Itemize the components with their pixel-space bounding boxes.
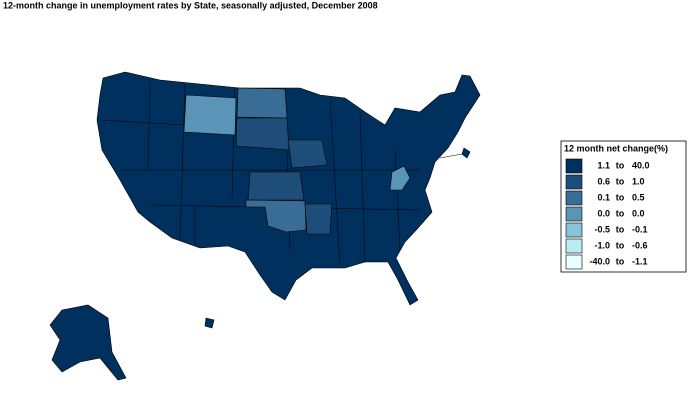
legend-low: -40.0 bbox=[589, 256, 610, 266]
state-sd bbox=[235, 117, 290, 151]
legend: 12 month net change(%) 1.1 to 40.0 0.6 to 1.0… bbox=[560, 140, 687, 273]
state-ia bbox=[287, 139, 328, 169]
legend-high: 40.0 bbox=[632, 160, 650, 170]
legend-to: to bbox=[616, 224, 625, 234]
legend-swatch bbox=[565, 174, 583, 190]
legend-swatch bbox=[565, 206, 583, 222]
state-ak bbox=[49, 304, 127, 381]
legend-high: 1.0 bbox=[632, 176, 645, 186]
legend-to: to bbox=[616, 256, 625, 266]
callout-line bbox=[439, 153, 463, 159]
legend-to: to bbox=[616, 208, 625, 218]
legend-high: 0.0 bbox=[632, 208, 645, 218]
legend-swatch bbox=[565, 158, 583, 174]
legend-to: to bbox=[616, 240, 625, 250]
legend-swatch bbox=[565, 222, 583, 238]
legend-low: 0.6 bbox=[597, 176, 610, 186]
legend-to: to bbox=[616, 176, 625, 186]
us-map bbox=[49, 71, 481, 381]
legend-title: 12 month net change(%) bbox=[564, 143, 668, 153]
legend-to: to bbox=[616, 192, 625, 202]
legend-swatch bbox=[565, 190, 583, 206]
state-ks bbox=[247, 171, 305, 201]
legend-swatch bbox=[565, 254, 583, 270]
state-nd bbox=[236, 87, 288, 119]
state-hi bbox=[204, 317, 215, 329]
state-ar bbox=[304, 203, 333, 235]
legend-low: -1.0 bbox=[594, 240, 610, 250]
legend-swatch bbox=[565, 238, 583, 254]
state-ri-callout bbox=[461, 147, 471, 159]
legend-high: 0.5 bbox=[632, 192, 645, 202]
state-wv bbox=[389, 165, 411, 191]
state-wy bbox=[183, 94, 237, 136]
legend-high: -0.1 bbox=[632, 224, 648, 234]
legend-low: -0.5 bbox=[594, 224, 610, 234]
legend-high: -0.6 bbox=[632, 240, 648, 250]
legend-low: 1.1 bbox=[597, 160, 610, 170]
map-title: 12-month change in unemployment rates by… bbox=[3, 0, 378, 10]
legend-to: to bbox=[616, 160, 625, 170]
legend-low: 0.1 bbox=[597, 192, 610, 202]
legend-low: 0.0 bbox=[597, 208, 610, 218]
legend-high: -1.1 bbox=[632, 256, 648, 266]
